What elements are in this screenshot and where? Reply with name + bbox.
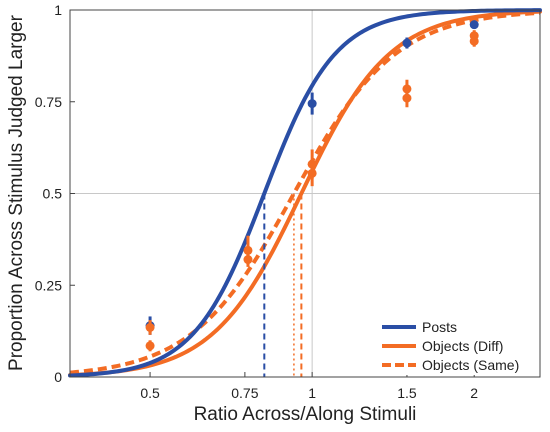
data-point-1 bbox=[145, 341, 155, 351]
y-tick-label: 1 bbox=[54, 2, 62, 18]
data-point-0 bbox=[402, 38, 412, 48]
data-point-2 bbox=[243, 245, 253, 255]
data-point-2 bbox=[402, 84, 412, 94]
legend-label-0: Posts bbox=[422, 319, 457, 335]
data-point-2 bbox=[469, 31, 479, 41]
x-tick-label: 1.5 bbox=[397, 385, 417, 401]
x-tick-label: 0.75 bbox=[231, 385, 258, 401]
x-tick-label: 1 bbox=[308, 385, 316, 401]
fit-curve-0 bbox=[68, 8, 542, 378]
grid-lines bbox=[70, 10, 540, 377]
y-tick-label: 0.75 bbox=[35, 94, 62, 110]
y-tick-label: 0.5 bbox=[43, 186, 63, 202]
data-point-0 bbox=[469, 20, 479, 30]
pse-lines bbox=[263, 193, 303, 377]
legend-label-2: Objects (Same) bbox=[422, 357, 519, 373]
x-axis-label: Ratio Across/Along Stimuli bbox=[194, 404, 417, 425]
data-point-2 bbox=[145, 322, 155, 332]
legend: Posts Objects (Diff) Objects (Same) bbox=[378, 313, 536, 375]
y-tick-label: 0.25 bbox=[35, 277, 62, 293]
x-tick-label: 0.5 bbox=[140, 385, 160, 401]
data-point-2 bbox=[307, 159, 317, 169]
legend-label-1: Objects (Diff) bbox=[422, 338, 503, 354]
fit-curves bbox=[68, 8, 542, 378]
y-tick-label: 0 bbox=[54, 369, 62, 385]
y-axis-label: Proportion Across Stimulus Judged Larger bbox=[6, 14, 27, 371]
x-tick-labels: 0.5 0.75 1 1.5 2 bbox=[140, 372, 478, 401]
data-points bbox=[145, 20, 479, 352]
data-point-0 bbox=[307, 99, 317, 109]
fit-curve-1 bbox=[68, 9, 542, 378]
y-tick-labels: 0 0.25 0.5 0.75 1 bbox=[35, 2, 75, 385]
fit-curve-2 bbox=[69, 10, 541, 375]
x-tick-label: 2 bbox=[470, 385, 478, 401]
